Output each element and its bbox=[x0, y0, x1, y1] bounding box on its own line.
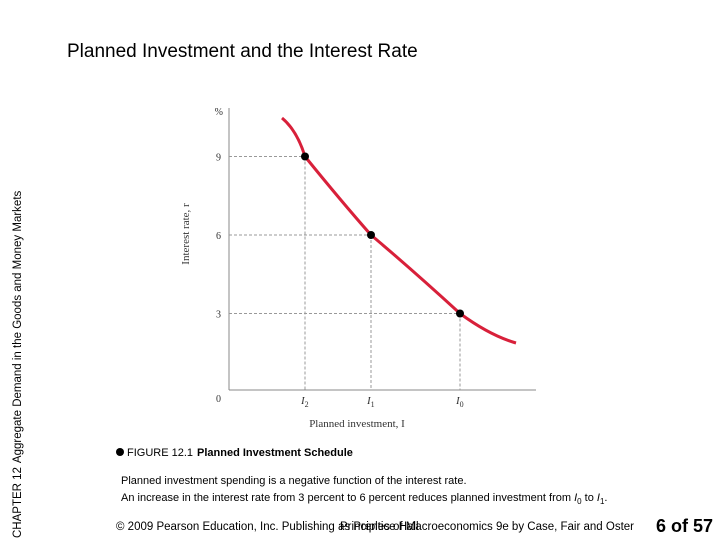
figure-description: Planned investment spending is a negativ… bbox=[121, 473, 607, 510]
description-line-2-mid: to bbox=[581, 492, 597, 504]
origin-label: 0 bbox=[216, 394, 221, 405]
data-point-I2 bbox=[301, 152, 309, 161]
x-tick-label-I0: I0 bbox=[455, 395, 464, 409]
x-tick-subscript: 2 bbox=[305, 400, 309, 409]
to-subscript: 1 bbox=[599, 497, 605, 507]
y-tick-label-3: 3 bbox=[216, 310, 221, 321]
description-line-2-text: An increase in the interest rate from 3 … bbox=[121, 492, 575, 504]
slide-number: 6 of 57 bbox=[656, 516, 714, 536]
to-symbol: I bbox=[596, 492, 600, 504]
description-line-1: Planned investment spending is a negativ… bbox=[121, 475, 467, 487]
investment-curve bbox=[281, 116, 517, 345]
figure-name: Planned Investment Schedule bbox=[197, 447, 353, 459]
slide-title: Planned Investment and the Interest Rate bbox=[67, 41, 418, 62]
from-symbol: I bbox=[574, 492, 578, 504]
data-point-I0 bbox=[456, 309, 464, 318]
description-line-2: An increase in the interest rate from 3 … bbox=[121, 490, 607, 510]
y-axis-label: Interest rate, r bbox=[180, 203, 192, 265]
data-point-I1 bbox=[367, 231, 375, 239]
x-axis-label: Planned investment, I bbox=[309, 418, 405, 430]
figure-id: FIGURE 12.1 bbox=[127, 447, 194, 459]
description-line-2-end: . bbox=[604, 492, 608, 504]
y-unit-label: % bbox=[215, 107, 223, 118]
figure-caption: FIGURE 12.1 Planned Investment Schedule bbox=[116, 447, 353, 459]
book-footer: Principles of Macroeconomics 9e by Case,… bbox=[340, 521, 635, 533]
figure-bullet-icon bbox=[116, 448, 124, 456]
x-tick-subscript: 0 bbox=[460, 400, 464, 409]
x-tick-label-I2: I2 bbox=[300, 395, 309, 409]
x-tick-subscript: 1 bbox=[371, 400, 375, 409]
y-tick-label-6: 6 bbox=[216, 231, 221, 242]
y-tick-label-9: 9 bbox=[216, 153, 221, 164]
x-tick-label-I1: I1 bbox=[366, 395, 375, 409]
copyright-footer: © 2009 Pearson Education, Inc. Publishin… bbox=[116, 521, 419, 533]
from-subscript: 0 bbox=[577, 497, 582, 507]
